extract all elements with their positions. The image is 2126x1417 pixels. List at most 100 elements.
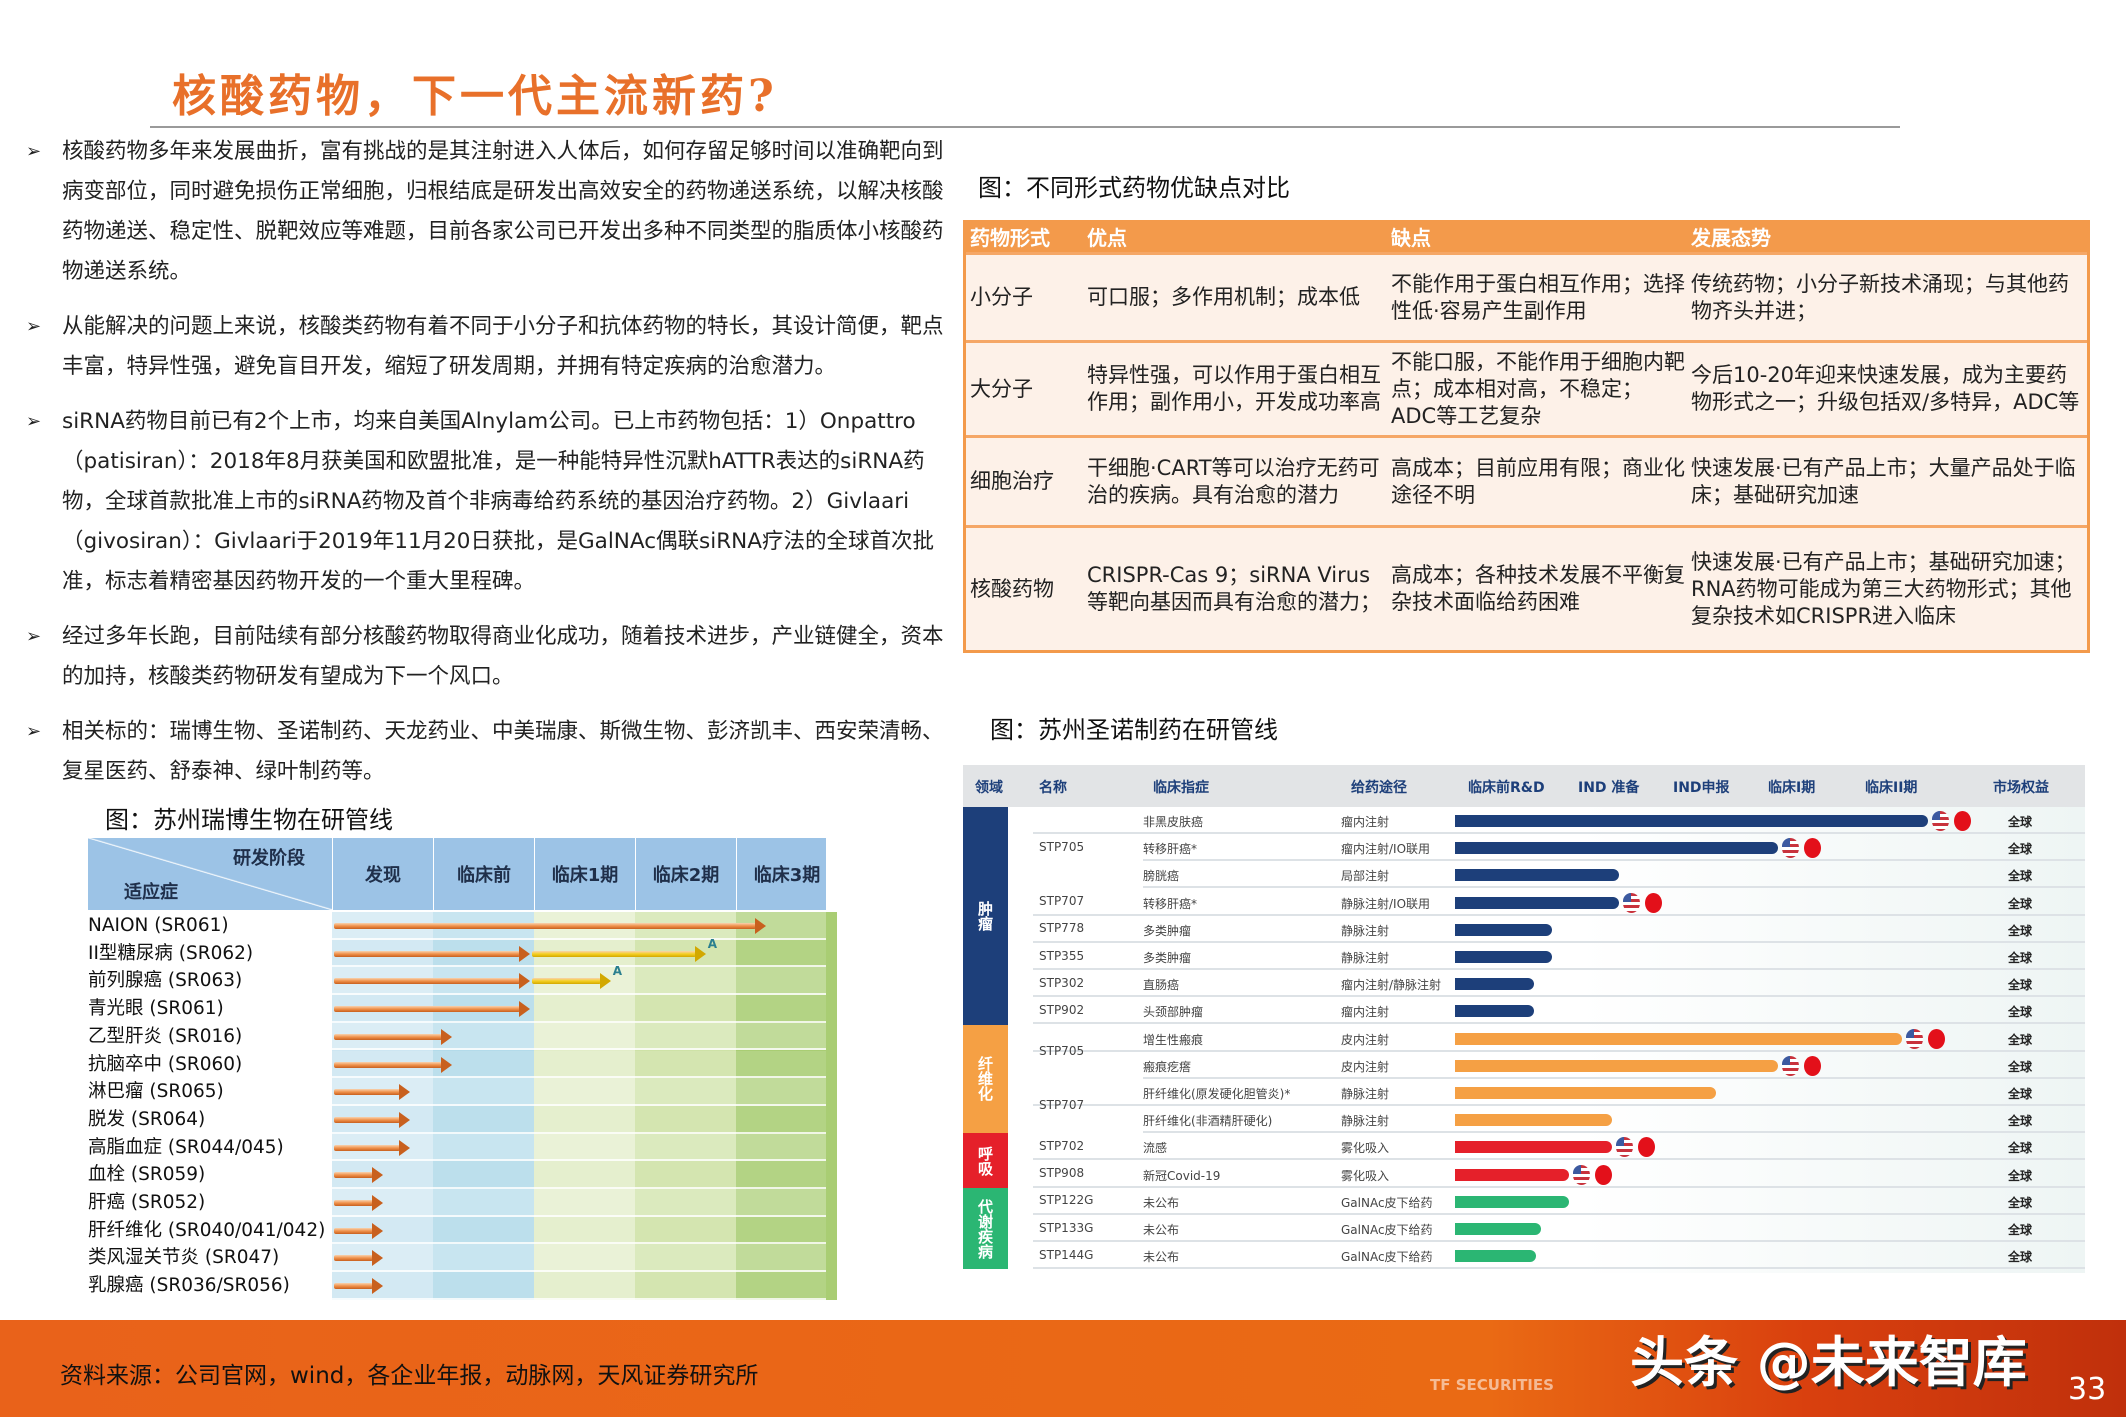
domain-label: 肿瘤 xyxy=(963,807,1008,1025)
partner-mark: A xyxy=(707,936,717,951)
bullet-item: ➢ siRNA药物目前已有2个上市，均来自美国Alnylam公司。已上市药物包括：… xyxy=(26,402,956,602)
indication: 增生性瘢痕 xyxy=(1143,1032,1204,1047)
us-flag-icon xyxy=(1573,1164,1590,1185)
table-cell: 细胞治疗 xyxy=(970,469,1054,493)
indication-label: 青光眼 (SR061) xyxy=(88,998,224,1020)
progress-bar xyxy=(1455,815,1929,827)
drug-code: STP144G xyxy=(1039,1247,1094,1262)
source-note: 资料来源：公司官网，wind，各企业年报，动脉网，天风证券研究所 xyxy=(60,1363,759,1389)
progress-bar xyxy=(1455,1059,1778,1072)
progress-bar xyxy=(1455,1168,1569,1181)
arrow-head xyxy=(371,1167,383,1184)
row-band xyxy=(88,1022,826,1051)
indication: 非黑皮肤癌 xyxy=(1143,815,1204,829)
route: 瘤内注射/IO联用 xyxy=(1341,842,1431,857)
table-cell: 不能作用于蛋白相互作用；选择性低·容易产生副作用 xyxy=(1391,271,1685,323)
indication: 肝纤维化(原发硬化胆管炎)* xyxy=(1143,1087,1291,1101)
stage-column xyxy=(433,912,534,1300)
bullet-item: ➢ 核酸药物多年来发展曲折，富有挑战的是其注射进入人体后，如何存留足够时间以准确靶… xyxy=(26,132,956,292)
drug-code: STP705 xyxy=(1039,839,1085,854)
progress-arrow xyxy=(334,1167,383,1184)
bullet-list: ➢ 核酸药物多年来发展曲折，富有挑战的是其注射进入人体后，如何存留足够时间以准确靶… xyxy=(26,132,956,807)
pipeline-row xyxy=(1033,997,2085,1025)
cn-flag-icon xyxy=(1637,1137,1655,1158)
stage-header: 临床3期 xyxy=(736,838,837,910)
progress-bar xyxy=(1455,1141,1612,1154)
progress-arrow xyxy=(334,1278,383,1295)
arrow-head xyxy=(371,1222,383,1239)
pipeline-row xyxy=(1033,1025,2085,1052)
pipeline-row xyxy=(1143,861,2085,889)
arrow-shaft xyxy=(334,1006,520,1013)
pipeline-row xyxy=(1143,1052,2085,1079)
cn-flag-icon xyxy=(1804,838,1821,859)
bullet-item: ➢ 从能解决的问题上来说，核酸类药物有着不同于小分子和抗体药物的特长，其设计简便，… xyxy=(26,307,956,387)
arrow-shaft xyxy=(334,1227,373,1234)
row-band xyxy=(88,1244,826,1273)
progress-arrow xyxy=(334,1084,410,1101)
table-cell: 高成本；目前应用有限；商业化途径不明 xyxy=(1391,455,1685,507)
route: GalNAc皮下给药 xyxy=(1341,1223,1433,1237)
table-cell: 快速发展·已有产品上市；基础研究加速；RNA药物可能成为第三大药物形式；其他复杂… xyxy=(1691,549,2076,628)
pipeline-row xyxy=(1033,1215,2085,1242)
table-row: 核酸药物 CRISPR-Cas 9；siRNA Virus等靶向基因而具有治愈的潜… xyxy=(966,525,2087,650)
cn-flag-icon xyxy=(1804,1055,1821,1076)
table-cell: 高成本；各种技术发展不平衡复杂技术面临给药困难 xyxy=(1391,563,1685,614)
table-cell: 传统药物；小分子新技术涌现；与其他药物齐头并进； xyxy=(1691,271,2069,323)
progress-bar xyxy=(1455,978,1534,991)
drug-code: STP122G xyxy=(1039,1193,1094,1208)
bullet-text: 经过多年长跑，目前陆续有部分核酸药物取得商业化成功，随着技术进步，产业链健全，资… xyxy=(62,624,944,689)
us-flag-icon xyxy=(1623,892,1641,913)
domain-label: 代谢疾病 xyxy=(963,1187,1008,1270)
arrow-head xyxy=(371,1250,383,1267)
stage-column xyxy=(736,912,837,1300)
table-cell: 今后10-20年迎来快速发展，成为主要药物形式之一；升级包括双/多特异，ADC等 xyxy=(1691,363,2080,414)
arrow-head xyxy=(694,945,706,962)
progress-arrow xyxy=(334,1195,383,1211)
row-band xyxy=(88,1133,826,1162)
route: GalNAc皮下给药 xyxy=(1341,1250,1433,1265)
progress-arrow xyxy=(334,1250,383,1267)
route: 局部注射 xyxy=(1341,869,1390,884)
arrow-head xyxy=(518,945,530,962)
market-rights: 全球 xyxy=(2008,951,2033,965)
progress-bar xyxy=(1455,1087,1717,1099)
bullet-text: siRNA药物目前已有2个上市，均来自美国Alnylam公司。已上市药物包括：1… xyxy=(62,409,934,594)
arrow-shaft xyxy=(334,1255,373,1262)
drug-code: STP133G xyxy=(1039,1220,1094,1235)
market-rights: 全球 xyxy=(2008,1087,2033,1101)
progress-arrow xyxy=(334,1056,453,1073)
bullet-arrow-icon: ➢ xyxy=(26,141,42,162)
progress-arrow xyxy=(334,973,530,990)
indication: 未公布 xyxy=(1143,1195,1180,1210)
header-cell: 发展态势 xyxy=(1691,225,1771,250)
arrow-head xyxy=(371,1278,383,1295)
market-rights: 全球 xyxy=(2008,1114,2033,1129)
arrow-head xyxy=(755,918,767,934)
market-rights: 全球 xyxy=(2008,923,2033,938)
us-flag-icon xyxy=(1615,1137,1633,1158)
table-row: 小分子 可口服；多作用机制；成本低 不能作用于蛋白相互作用；选择性低·容易产生副作用… xyxy=(966,252,2087,340)
chart-header xyxy=(963,765,2085,807)
progress-bar xyxy=(1455,1114,1612,1127)
ribo-pipeline-caption: 图：苏州瑞博生物在研管线 xyxy=(105,806,393,834)
indication: 多类肿瘤 xyxy=(1143,923,1192,938)
indication: 头颈部肿瘤 xyxy=(1143,1005,1204,1020)
ribo-pipeline-chart: 研发阶段 适应症 发现 临床前 临床1期 临床2期 临床3期 NAION (SR061) I… xyxy=(88,838,837,1300)
pipeline-row xyxy=(1033,1242,2085,1270)
pipeline-row xyxy=(1033,1079,2085,1106)
pipeline-row xyxy=(1033,970,2085,998)
domain-label: 呼吸 xyxy=(963,1133,1008,1188)
indication-label: 血栓 (SR059) xyxy=(88,1164,206,1186)
bullet-arrow-icon: ➢ xyxy=(26,411,42,432)
indication-label: 肝癌 (SR052) xyxy=(88,1192,206,1213)
bullet-arrow-icon: ➢ xyxy=(26,626,42,647)
market-rights: 全球 xyxy=(2008,1032,2033,1047)
route: 静脉注射 xyxy=(1341,1114,1390,1129)
bullet-item: ➢ 相关标的：瑞博生物、圣诺制药、天龙药业、中美瑞康、斯微生物、彭济凯丰、西安荣清… xyxy=(26,712,956,792)
route: 皮内注射 xyxy=(1341,1032,1390,1047)
table-cell: 快速发展·已有产品上市；大量产品处于临床；基础研究加速 xyxy=(1691,455,2076,507)
indication: 瘢痕疙瘩 xyxy=(1143,1059,1192,1074)
comparison-table: 药物形式 优点 缺点 发展态势 小分子 可口服；多作用机制；成本低 不能作用于蛋白相… xyxy=(963,220,2090,653)
arrow-shaft xyxy=(334,923,757,929)
